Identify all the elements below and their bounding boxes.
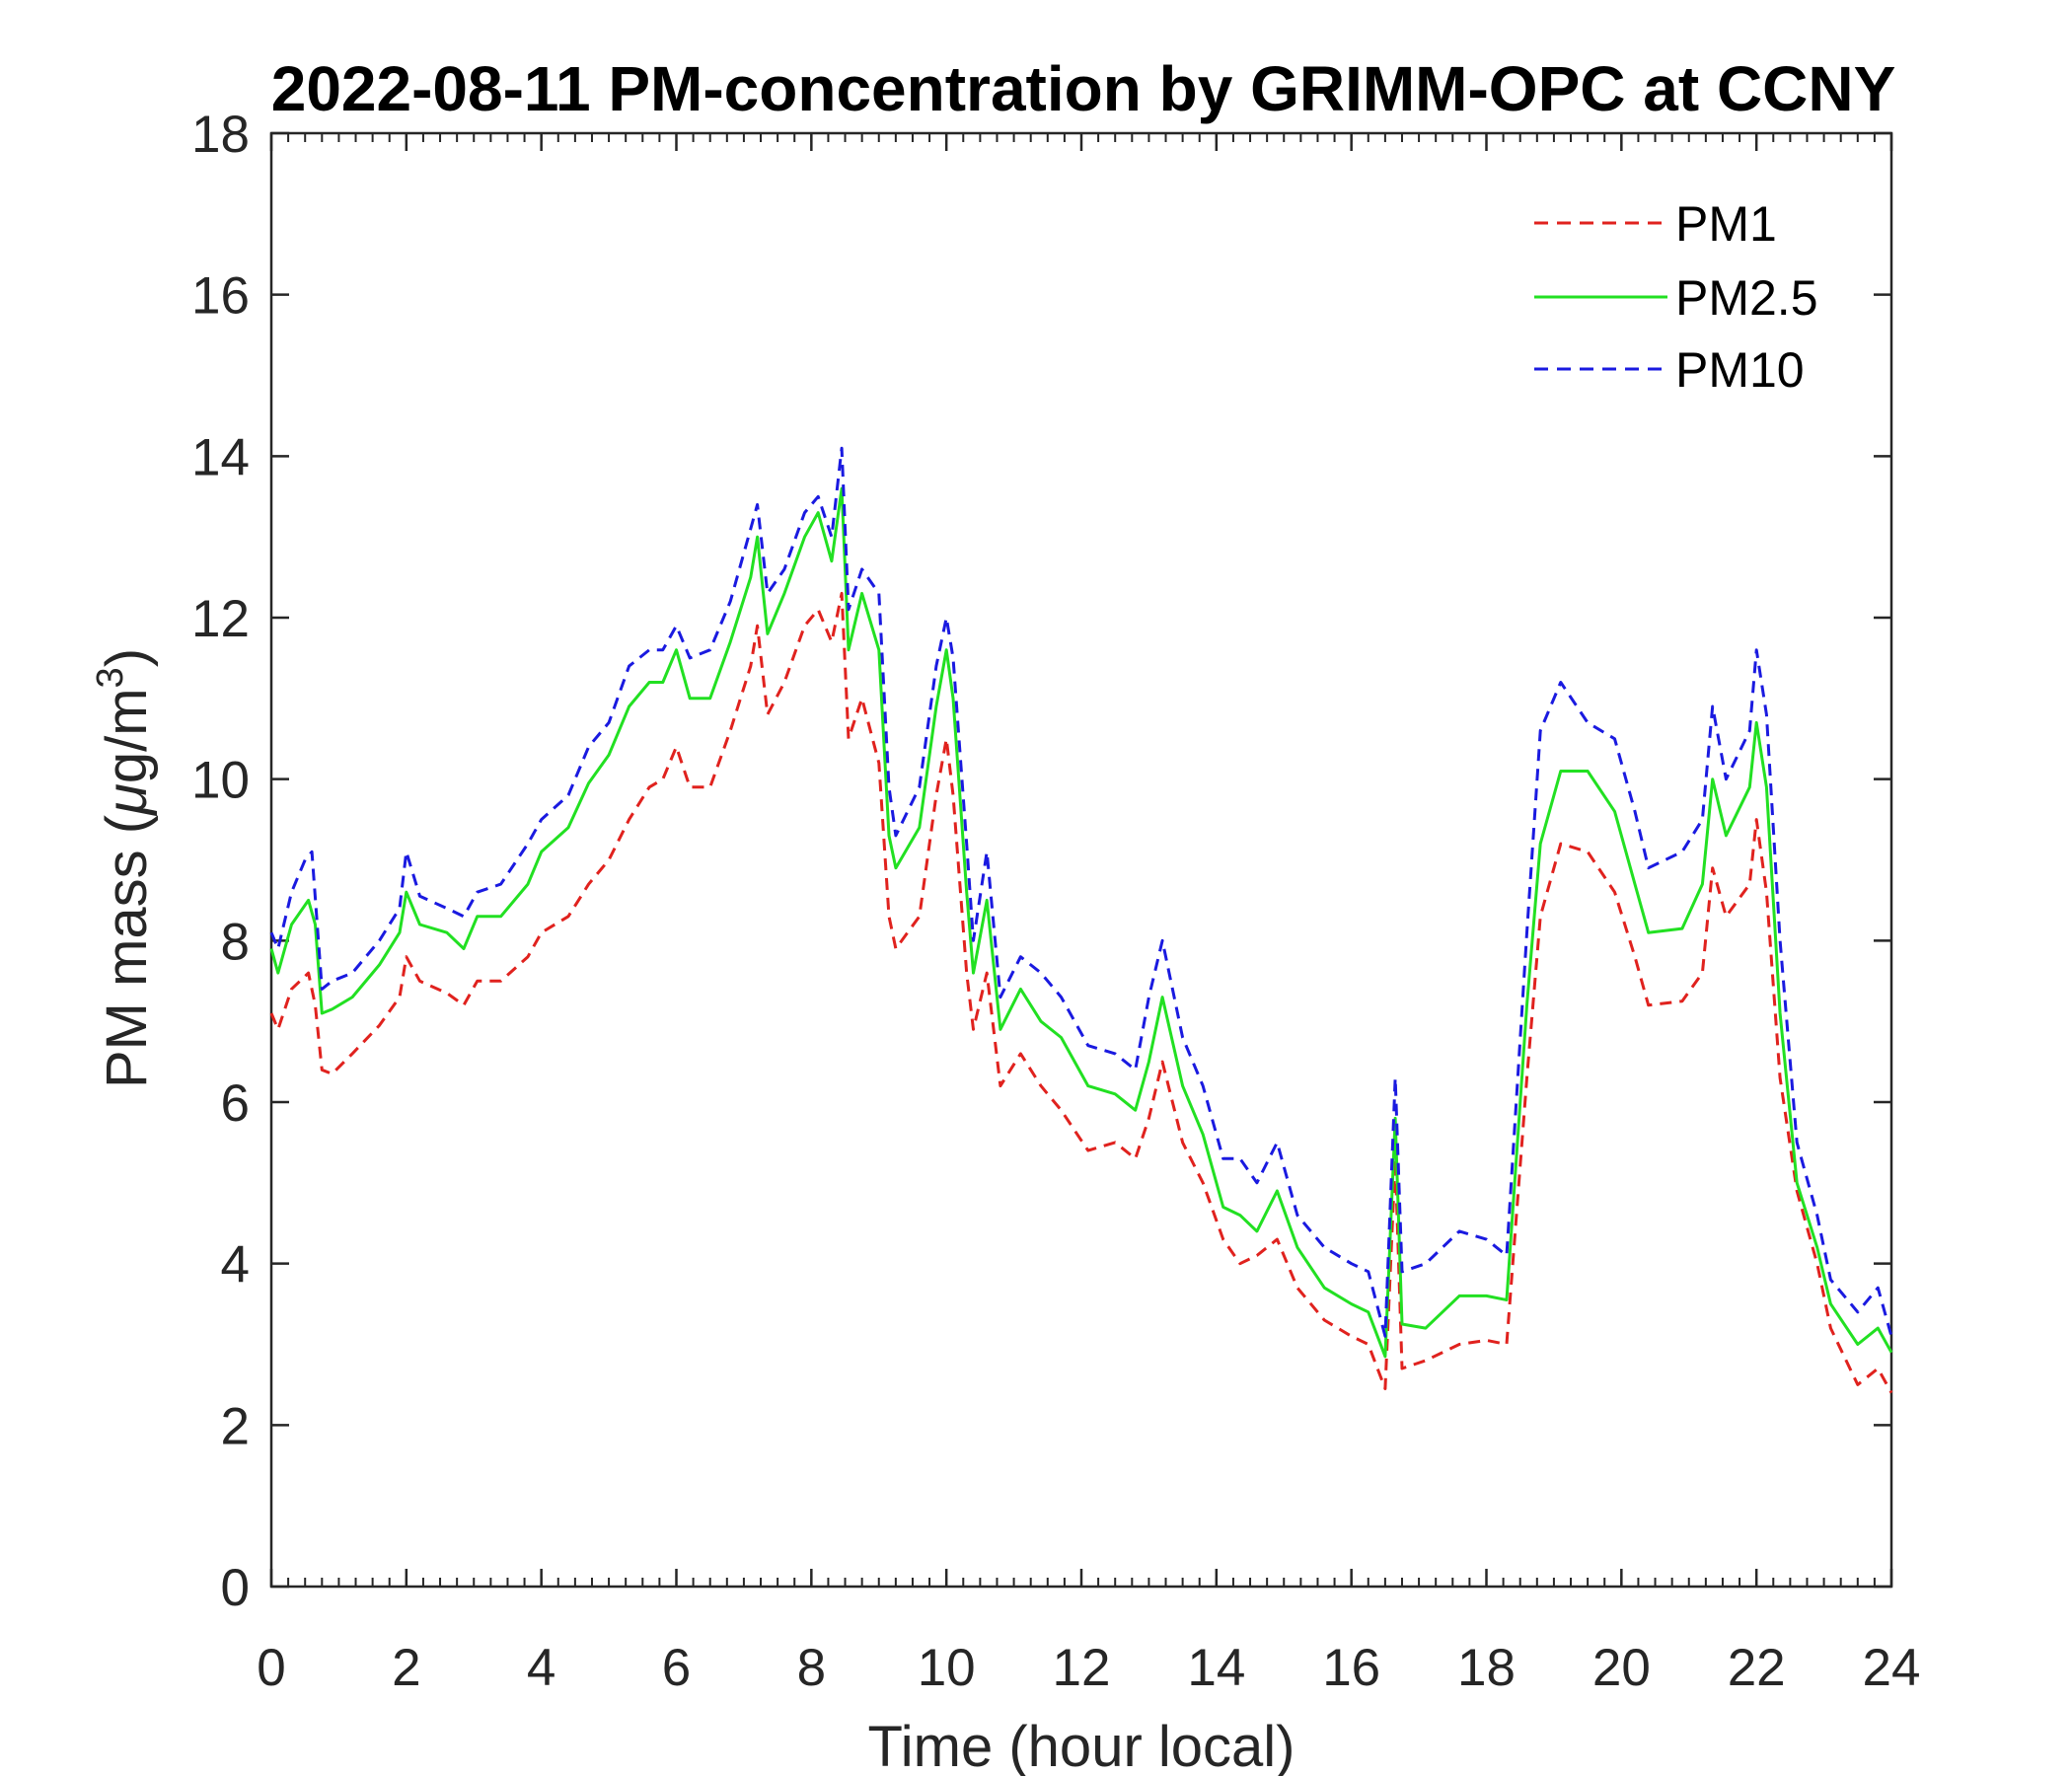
x-tick-label: 16 bbox=[1322, 1639, 1380, 1697]
x-tick-label: 24 bbox=[1863, 1639, 1921, 1697]
legend: PM1 PM2.5 PM10 bbox=[1534, 196, 1818, 398]
y-tick-label: 14 bbox=[191, 428, 250, 486]
x-tick-label: 8 bbox=[797, 1639, 826, 1697]
y-tick-label: 8 bbox=[221, 913, 250, 971]
y-label-superscript: 3 bbox=[90, 667, 131, 688]
x-tick-label: 14 bbox=[1187, 1639, 1245, 1697]
y-label-mu: μ bbox=[95, 783, 159, 817]
y-tick-label: 2 bbox=[221, 1397, 250, 1455]
x-tick-label: 10 bbox=[918, 1639, 976, 1697]
y-tick-label: 18 bbox=[191, 106, 250, 164]
axis-ticks bbox=[269, 131, 1893, 1589]
x-tick-label: 2 bbox=[392, 1639, 420, 1697]
y-tick-label: 6 bbox=[221, 1074, 250, 1133]
legend-label-pm10: PM10 bbox=[1675, 342, 1805, 398]
x-tick-label: 0 bbox=[257, 1639, 285, 1697]
y-label-suffix: ) bbox=[95, 648, 159, 667]
x-tick-label: 12 bbox=[1053, 1639, 1111, 1697]
x-tick-label: 4 bbox=[527, 1639, 555, 1697]
legend-label-pm1: PM1 bbox=[1675, 196, 1777, 252]
x-tick-label: 20 bbox=[1592, 1639, 1651, 1697]
plot-area bbox=[269, 131, 1893, 1589]
series-lines bbox=[269, 446, 1893, 1394]
y-axis-label: PM mass (μg/m3) bbox=[90, 648, 159, 1088]
legend-label-pm25: PM2.5 bbox=[1675, 270, 1818, 326]
y-tick-label: 16 bbox=[191, 267, 250, 326]
x-tick-label: 6 bbox=[662, 1639, 691, 1697]
chart-title: 2022-08-11 PM-concentration by GRIMM-OPC… bbox=[271, 53, 1896, 124]
y-label-unit: g/m bbox=[95, 688, 159, 783]
y-label-prefix: PM mass ( bbox=[95, 815, 159, 1088]
y-tick-label: 0 bbox=[221, 1559, 250, 1617]
y-tick-label: 4 bbox=[221, 1236, 250, 1295]
plot-frame bbox=[269, 131, 1893, 1589]
series-line-pm25 bbox=[269, 486, 1893, 1359]
x-axis-label: Time (hour local) bbox=[868, 1715, 1295, 1776]
x-tick-label: 18 bbox=[1457, 1639, 1516, 1697]
x-tick-label: 22 bbox=[1728, 1639, 1786, 1697]
series-line-pm10 bbox=[269, 446, 1893, 1338]
y-tick-label: 12 bbox=[191, 590, 250, 648]
y-tick-label: 10 bbox=[191, 752, 250, 810]
series-line-pm1 bbox=[269, 591, 1893, 1394]
